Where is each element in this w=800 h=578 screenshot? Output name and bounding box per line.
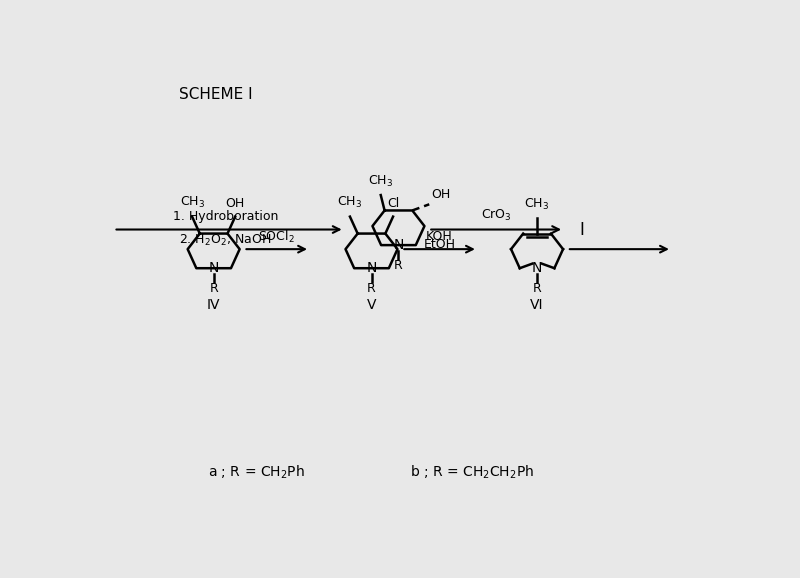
Text: SCHEME I: SCHEME I: [179, 87, 253, 102]
Text: N: N: [209, 261, 219, 275]
Text: CH$_3$: CH$_3$: [525, 197, 550, 212]
Text: CH$_3$: CH$_3$: [368, 174, 394, 189]
Text: N: N: [532, 261, 542, 275]
Text: R: R: [210, 281, 218, 295]
Text: V: V: [366, 298, 376, 312]
Text: CH$_3$: CH$_3$: [179, 195, 205, 210]
Text: OH: OH: [226, 198, 245, 210]
Text: a ; R = CH$_2$Ph: a ; R = CH$_2$Ph: [207, 464, 305, 481]
Text: N: N: [394, 238, 404, 252]
Text: I: I: [579, 221, 584, 239]
Text: IV: IV: [207, 298, 221, 312]
Text: SOCl$_2$: SOCl$_2$: [258, 229, 295, 245]
Text: VI: VI: [530, 298, 544, 312]
Text: R: R: [394, 258, 403, 272]
Text: R: R: [367, 281, 376, 295]
Text: Cl: Cl: [387, 198, 399, 210]
Text: OH: OH: [430, 188, 450, 201]
Text: CrO$_3$: CrO$_3$: [481, 208, 511, 223]
Text: 2. H$_2$O$_2$, NaOH: 2. H$_2$O$_2$, NaOH: [179, 232, 271, 248]
Text: KOH: KOH: [426, 230, 453, 243]
Text: CH$_3$: CH$_3$: [338, 195, 362, 210]
Text: N: N: [366, 261, 377, 275]
Text: EtOH: EtOH: [423, 238, 455, 251]
Text: 1. Hydroboration: 1. Hydroboration: [173, 210, 278, 223]
Text: b ; R = CH$_2$CH$_2$Ph: b ; R = CH$_2$CH$_2$Ph: [410, 464, 534, 481]
Text: R: R: [533, 281, 542, 295]
